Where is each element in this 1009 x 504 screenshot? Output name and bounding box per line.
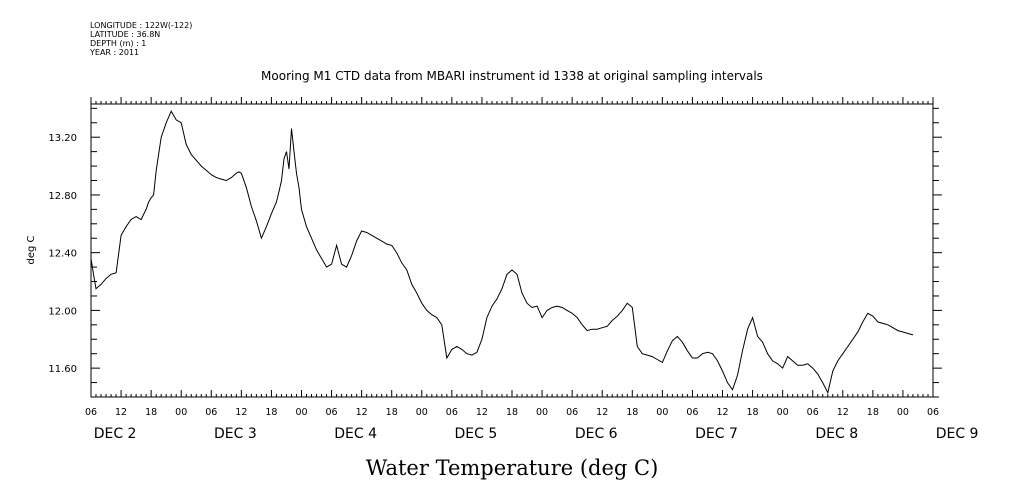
x-tick-label: 18	[747, 407, 759, 418]
day-labels: DEC 2 DEC 3 DEC 4 DEC 5 DEC 6 DEC 7 DEC 8 DEC 9	[94, 426, 979, 442]
x-tick-label: 06	[85, 407, 97, 418]
plot-frame	[90, 103, 934, 398]
axis-ticks	[90, 97, 942, 398]
x-tick-label: 06	[686, 407, 698, 418]
x-tick-label: 12	[235, 407, 247, 418]
x-tick-label: 06	[326, 407, 338, 418]
metadata-block: LONGITUDE : 122W(-122) LATITUDE : 36.8N …	[90, 21, 192, 57]
day-label: DEC 6	[575, 426, 618, 442]
depth-label: DEPTH (m) : 1	[90, 39, 147, 48]
y-tick-label: 13.20	[48, 133, 77, 144]
x-tick-label: 00	[175, 407, 187, 418]
year-label: YEAR : 2011	[90, 48, 140, 57]
x-tick-label: 18	[506, 407, 518, 418]
y-tick-labels: 11.60 12.00 12.40 12.80 13.20	[48, 133, 77, 375]
x-tick-label: 18	[626, 407, 638, 418]
day-label: DEC 7	[695, 426, 738, 442]
chart-title: Mooring M1 CTD data from MBARI instrumen…	[261, 69, 763, 83]
x-tick-label: 00	[536, 407, 548, 418]
x-tick-label: 00	[897, 407, 909, 418]
x-tick-label: 06	[446, 407, 458, 418]
x-tick-label: 06	[205, 407, 217, 418]
x-tick-label: 12	[476, 407, 488, 418]
x-tick-label: 00	[656, 407, 668, 418]
x-tick-label: 18	[145, 407, 157, 418]
x-tick-labels: 06 12 18 00 06 12 18 00 06 12 18 00 06 12 18 00 06 12 18 00…	[85, 407, 939, 418]
latitude-label: LATITUDE : 36.8N	[90, 30, 161, 39]
day-label: DEC 2	[94, 426, 137, 442]
temperature-series-line	[90, 110, 914, 395]
x-tick-label: 06	[927, 407, 939, 418]
y-tick-label: 12.80	[48, 191, 77, 202]
longitude-label: LONGITUDE : 122W(-122)	[90, 21, 193, 30]
day-label: DEC 9	[936, 426, 979, 442]
x-tick-label: 00	[416, 407, 428, 418]
x-tick-label: 00	[777, 407, 789, 418]
y-tick-label: 12.40	[48, 249, 77, 260]
x-tick-label: 18	[867, 407, 879, 418]
x-tick-label: 00	[295, 407, 307, 418]
y-axis-title: deg C	[26, 235, 37, 264]
x-tick-label: 06	[566, 407, 578, 418]
x-tick-label: 12	[115, 407, 127, 418]
y-tick-label: 11.60	[48, 364, 77, 375]
x-tick-label: 18	[386, 407, 398, 418]
day-label: DEC 3	[214, 426, 257, 442]
day-label: DEC 5	[455, 426, 498, 442]
x-tick-label: 12	[837, 407, 849, 418]
x-tick-label: 06	[807, 407, 819, 418]
x-tick-label: 12	[356, 407, 368, 418]
x-tick-label: 18	[265, 407, 277, 418]
day-label: DEC 4	[334, 426, 377, 442]
y-tick-label: 12.00	[48, 306, 77, 317]
x-tick-label: 12	[596, 407, 608, 418]
day-label: DEC 8	[815, 426, 858, 442]
x-tick-label: 12	[716, 407, 728, 418]
x-axis-title: Water Temperature (deg C)	[366, 456, 659, 480]
